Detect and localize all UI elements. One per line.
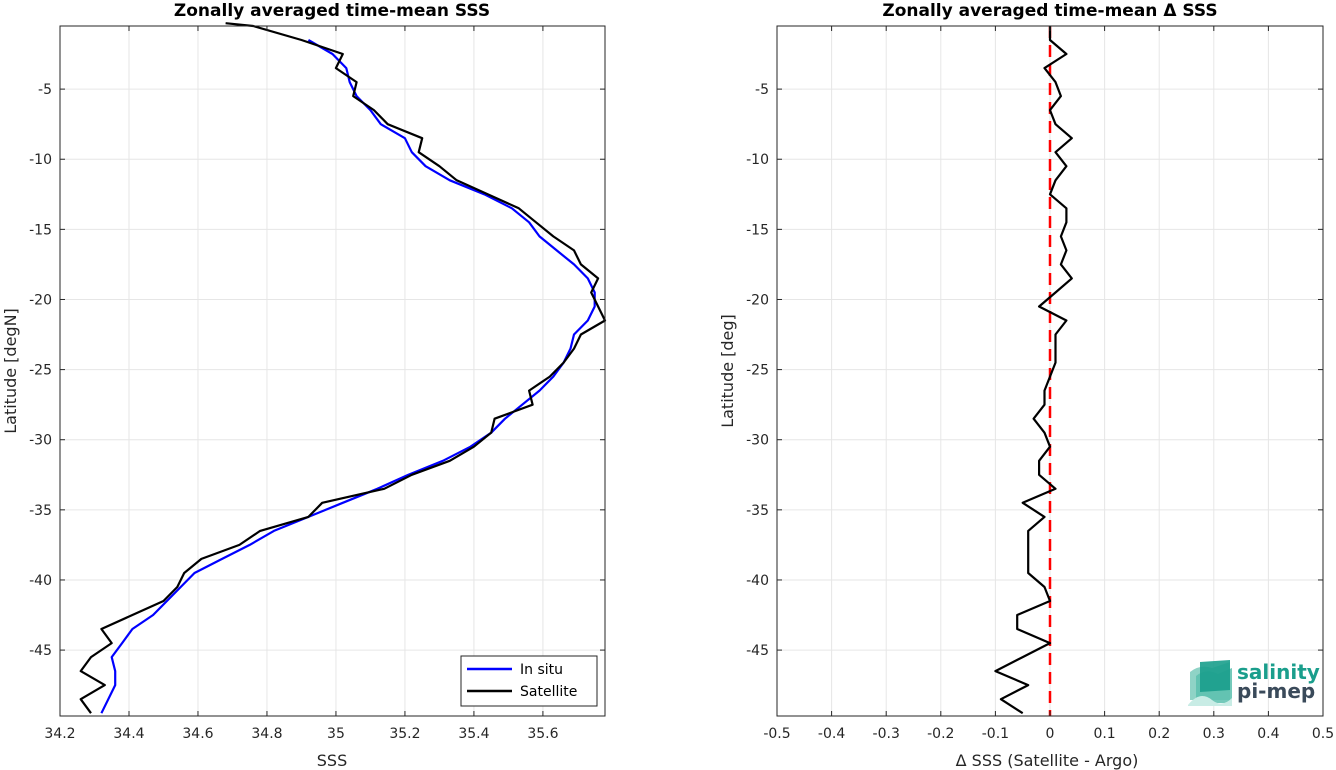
y-tick-label: -40 bbox=[746, 573, 769, 589]
x-tick-label: 35.4 bbox=[458, 726, 489, 742]
y-tick-label: -30 bbox=[29, 433, 52, 449]
y-tick-label: -25 bbox=[29, 363, 52, 379]
left-y-ticks: -5 -10 -15 -20 -25 -30 -35 -40 -45 bbox=[29, 82, 605, 659]
x-tick-label: 34.2 bbox=[44, 726, 75, 742]
y-tick-label: -25 bbox=[746, 363, 769, 379]
salinity-pi-mep-logo: salinity pi-mep bbox=[1188, 660, 1320, 706]
x-tick-label: 34.8 bbox=[251, 726, 282, 742]
right-chart-panel: -0.5 -0.4 -0.3 -0.2 -0.1 0 0.1 0.2 0.3 0.4 0.5 -5-… bbox=[718, 1, 1334, 770]
left-x-axis-label: SSS bbox=[317, 751, 347, 770]
x-tick-label: 0 bbox=[1046, 726, 1055, 742]
series-line-series-0 bbox=[994, 26, 1073, 715]
y-tick-label: -20 bbox=[746, 292, 769, 308]
right-x-ticks: -0.5 -0.4 -0.3 -0.2 -0.1 0 0.1 0.2 0.3 0.4 0.5 bbox=[763, 26, 1334, 742]
y-tick-label: -40 bbox=[29, 573, 52, 589]
y-tick-label: -5 bbox=[755, 82, 769, 98]
x-tick-label: -0.2 bbox=[927, 726, 954, 742]
x-tick-label: 0.4 bbox=[1257, 726, 1279, 742]
x-tick-label: -0.3 bbox=[873, 726, 900, 742]
legend-satellite-label: Satellite bbox=[520, 684, 577, 700]
legend-box bbox=[460, 655, 598, 707]
y-tick-label: -10 bbox=[29, 152, 52, 168]
x-tick-label: 35 bbox=[327, 726, 345, 742]
y-tick-label: -35 bbox=[746, 503, 769, 519]
x-tick-label: -0.1 bbox=[982, 726, 1009, 742]
y-tick-label: -10 bbox=[746, 152, 769, 168]
logo-wave-icon bbox=[1188, 660, 1232, 706]
legend: In situ Satellite bbox=[460, 655, 598, 707]
x-tick-label: 34.6 bbox=[182, 726, 213, 742]
x-tick-label: 0.1 bbox=[1093, 726, 1115, 742]
x-tick-label: -0.4 bbox=[818, 726, 845, 742]
series-line-in-situ bbox=[100, 39, 596, 714]
y-tick-label: -20 bbox=[29, 292, 52, 308]
right-series-group bbox=[994, 26, 1073, 715]
x-tick-label: 35.6 bbox=[527, 726, 558, 742]
x-tick-label: 0.3 bbox=[1203, 726, 1225, 742]
left-chart-title: Zonally averaged time-mean SSS bbox=[174, 1, 490, 21]
series-line-satellite bbox=[79, 22, 607, 714]
y-tick-label: -30 bbox=[746, 433, 769, 449]
right-x-axis-label: Δ SSS (Satellite - Argo) bbox=[956, 751, 1139, 770]
right-chart-title: Zonally averaged time-mean Δ SSS bbox=[882, 1, 1217, 21]
y-tick-label: -15 bbox=[746, 222, 769, 238]
legend-in-situ-label: In situ bbox=[520, 662, 563, 678]
right-y-ticks: -5 -10 -15 -20 -25 -30 -35 -40 -45 bbox=[746, 82, 1323, 659]
logo-text-salinity: salinity bbox=[1237, 660, 1320, 684]
left-chart-panel: 34.2 34.4 34.6 34.8 35 35.2 35.4 35.6 -5-10-15-… bbox=[1, 1, 607, 770]
y-tick-label: -45 bbox=[29, 643, 52, 659]
y-tick-label: -15 bbox=[29, 222, 52, 238]
left-series-group bbox=[79, 22, 607, 714]
y-tick-label: -35 bbox=[29, 503, 52, 519]
left-x-ticks: 34.2 34.4 34.6 34.8 35 35.2 35.4 35.6 bbox=[44, 26, 559, 742]
x-tick-label: 35.2 bbox=[389, 726, 420, 742]
left-y-axis-label: Latitude [degN] bbox=[1, 308, 20, 434]
y-tick-label: -5 bbox=[38, 82, 52, 98]
logo-text-pimep: pi-mep bbox=[1237, 679, 1315, 703]
right-y-axis-label: Latitude [deg] bbox=[718, 314, 737, 428]
left-plot-area bbox=[60, 26, 605, 716]
x-tick-label: -0.5 bbox=[763, 726, 790, 742]
x-tick-label: 0.5 bbox=[1312, 726, 1334, 742]
left-grid bbox=[59, 26, 605, 716]
x-tick-label: 34.4 bbox=[113, 726, 144, 742]
left-axes-frame bbox=[59, 25, 606, 717]
x-tick-label: 0.2 bbox=[1148, 726, 1170, 742]
y-tick-label: -45 bbox=[746, 643, 769, 659]
